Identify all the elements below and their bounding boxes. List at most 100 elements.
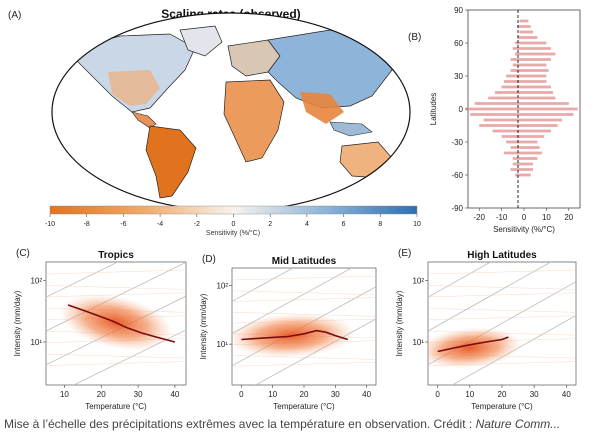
latitude-bar	[488, 96, 556, 100]
xtick-label: 10	[465, 390, 474, 399]
colorbar-tick-label: -2	[194, 221, 200, 228]
panel-label: (D)	[202, 254, 216, 265]
colorbar-tick-label: 4	[305, 221, 309, 228]
latitude-bar	[494, 91, 554, 94]
faint-trace	[232, 275, 376, 281]
panel-c-tropics: (C) Tropics 10 20 30 40 10¹ 10² Temperature (°C)…	[13, 248, 187, 411]
xtick-label: 40	[362, 390, 371, 399]
xtick-label: 30	[530, 390, 539, 399]
latitude-bar	[512, 157, 538, 160]
latitude-bar	[501, 85, 551, 89]
latitude-bar	[515, 41, 547, 45]
latitude-bar	[510, 168, 533, 171]
faint-trace	[232, 297, 376, 302]
panel-b-latitude-profile: (B) -20 -10 0 10 20 -90 -60 -30 0 30 60 90 Latitude…	[408, 6, 581, 234]
caption-credit-source: Nature Comm...	[475, 417, 561, 431]
panel-a-map: (A) Scaling rates (observed)	[8, 7, 421, 237]
panel-b-ytick-label: -60	[451, 171, 463, 180]
xtick-label: 40	[170, 390, 179, 399]
xtick-label: 20	[97, 390, 106, 399]
faint-trace	[46, 353, 186, 359]
latitude-bar	[512, 162, 533, 166]
panel-d-mid-latitudes: (D) Mid Latitudes 0 10 20 30 40 10¹ 10² Temperatu…	[199, 254, 377, 411]
panel-label-b: (B)	[408, 32, 421, 43]
panel-b-ytick-label: -30	[451, 138, 463, 147]
panel-b-ytick-label: 0	[459, 105, 464, 114]
latitude-bar	[506, 74, 547, 78]
latitude-bar	[512, 47, 551, 50]
reference-line	[428, 262, 492, 298]
panel-b-xlabel: Sensitivity (%/°C)	[493, 225, 555, 234]
latitude-bar	[474, 102, 569, 105]
faint-trace	[428, 292, 576, 298]
latitude-bar	[501, 135, 545, 138]
panel-b-xtick-label: -20	[473, 213, 485, 222]
latitude-bar	[503, 151, 542, 155]
colorbar-tick-label: 2	[268, 221, 272, 228]
latitude-bar	[515, 52, 556, 56]
xtick-label: 10	[268, 390, 277, 399]
panel-e-high-latitudes: (E) High Latitudes 0 10 20 30 40 10¹ 10² Temperat…	[395, 248, 577, 411]
panel-title: Mid Latitudes	[272, 256, 337, 267]
x-axis-label: Temperature (°C)	[85, 402, 147, 411]
landmass-central-america	[131, 111, 157, 129]
faint-trace	[46, 269, 186, 275]
y-axis-label: Intensity (mm/day)	[199, 293, 208, 359]
panel-b-ylabel: Latitudes	[429, 93, 438, 125]
xtick-label: 0	[435, 390, 440, 399]
mean-curve	[241, 329, 349, 341]
xtick-label: 30	[134, 390, 143, 399]
y-axis-label: Intensity (mm/day)	[13, 290, 22, 356]
latitude-bar	[510, 69, 549, 72]
latitude-bar	[517, 25, 531, 28]
panel-label: (E)	[398, 248, 411, 259]
faint-trace	[428, 308, 576, 313]
world-map	[52, 13, 410, 211]
colorbar-tick-label: 6	[342, 221, 346, 228]
panel-title: Tropics	[98, 250, 134, 261]
panel-b-axes: -20 -10 0 10 20 -90 -60 -30 0 30 60 90	[451, 6, 573, 222]
faint-trace	[46, 285, 186, 290]
faint-trace	[428, 285, 576, 290]
reference-line	[232, 268, 294, 302]
plot-area	[46, 262, 186, 385]
latitude-bar	[515, 173, 531, 177]
y-axis-label: Intensity (mm/day)	[395, 290, 404, 356]
caption-text: Mise à l’échelle des précipitations extr…	[4, 417, 476, 431]
xtick-label: 20	[498, 390, 507, 399]
colorbar-label: Sensitivity (%/°C)	[206, 229, 260, 237]
landmass-south-america	[145, 125, 197, 199]
panel-b-xtick-label: 0	[522, 213, 527, 222]
colorbar-tick-label: 10	[413, 221, 421, 228]
faint-trace	[428, 269, 576, 275]
mean-curve	[437, 336, 509, 353]
faint-trace	[46, 292, 186, 298]
plot-area	[428, 262, 576, 385]
landmass-africa	[223, 79, 285, 163]
colorbar-tick-label: 8	[378, 221, 382, 228]
faint-trace	[232, 361, 376, 367]
ytick-label: 10²	[412, 277, 424, 286]
latitude-bar	[483, 118, 563, 122]
latitude-bar	[510, 146, 540, 149]
colorbar-tick-label: -4	[157, 221, 163, 228]
ytick-label: 10¹	[30, 338, 42, 347]
latitude-bar	[519, 30, 533, 34]
ytick-label: 10¹	[216, 340, 228, 349]
panel-label: (C)	[16, 248, 30, 259]
faint-trace	[232, 290, 376, 296]
ytick-label: 10²	[216, 282, 228, 291]
landmass-usa-region	[108, 70, 160, 106]
panel-b-ytick-label: 30	[454, 72, 463, 81]
panel-b-ytick-label: 90	[454, 6, 463, 15]
latitude-bar	[465, 107, 578, 111]
reference-line	[428, 262, 552, 332]
landmass-south-asia	[300, 92, 344, 124]
colorbar-tick-label: -6	[120, 221, 126, 228]
panel-b-xtick-label: 20	[564, 213, 573, 222]
panel-b-xtick-label: -10	[496, 213, 508, 222]
faint-trace	[232, 355, 376, 360]
latitude-bar	[510, 58, 551, 61]
xtick-label: 10	[60, 390, 69, 399]
latitude-bar	[519, 19, 529, 23]
